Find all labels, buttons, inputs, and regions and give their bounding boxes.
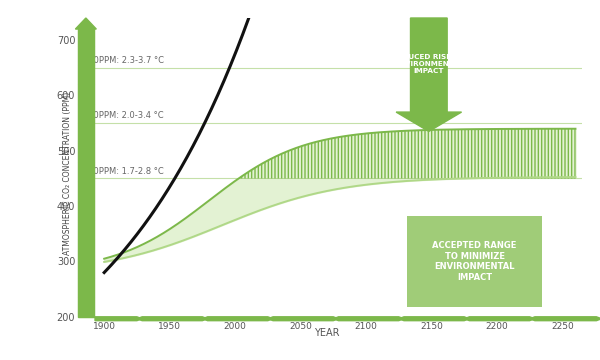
Polygon shape <box>78 29 94 46</box>
Text: 1900: 1900 <box>92 322 116 331</box>
Text: 650PPM: 2.3-3.7 °C: 650PPM: 2.3-3.7 °C <box>83 56 164 65</box>
Text: ATMOSPHERIC CO₂ CONCENTRATION (PPM): ATMOSPHERIC CO₂ CONCENTRATION (PPM) <box>63 91 72 255</box>
Text: 2150: 2150 <box>420 322 443 331</box>
Polygon shape <box>78 104 94 123</box>
Polygon shape <box>78 84 94 104</box>
Polygon shape <box>268 317 338 321</box>
Polygon shape <box>78 201 94 220</box>
Text: 450PPM: 1.7-2.8 °C: 450PPM: 1.7-2.8 °C <box>83 167 164 176</box>
Polygon shape <box>78 65 94 84</box>
Polygon shape <box>396 18 461 131</box>
Text: 2050: 2050 <box>289 322 312 331</box>
Polygon shape <box>78 239 94 259</box>
Polygon shape <box>78 181 94 201</box>
Polygon shape <box>399 317 469 321</box>
Text: 2000: 2000 <box>224 322 247 331</box>
Text: 1950: 1950 <box>158 322 181 331</box>
Text: REDUCED RISK OF
ENVIRONMENTAL
IMPACT: REDUCED RISK OF ENVIRONMENTAL IMPACT <box>392 54 466 74</box>
Polygon shape <box>78 123 94 143</box>
Text: 2200: 2200 <box>485 322 508 331</box>
Polygon shape <box>78 46 94 65</box>
Polygon shape <box>78 297 94 317</box>
Polygon shape <box>333 317 404 321</box>
Polygon shape <box>137 317 208 321</box>
Text: 2250: 2250 <box>551 322 574 331</box>
Polygon shape <box>464 317 535 321</box>
Text: 2100: 2100 <box>355 322 377 331</box>
Text: ACCEPTED RANGE
TO MINIMIZE
ENVIRONMENTAL
IMPACT: ACCEPTED RANGE TO MINIMIZE ENVIRONMENTAL… <box>433 241 517 282</box>
Polygon shape <box>78 278 94 297</box>
Polygon shape <box>78 259 94 278</box>
Polygon shape <box>78 143 94 162</box>
Text: YEAR: YEAR <box>314 328 340 338</box>
Text: 550PPM: 2.0-3.4 °C: 550PPM: 2.0-3.4 °C <box>83 111 164 120</box>
Polygon shape <box>95 317 142 321</box>
Polygon shape <box>202 317 273 321</box>
Polygon shape <box>530 317 600 321</box>
Polygon shape <box>76 18 97 29</box>
Polygon shape <box>78 29 94 317</box>
Polygon shape <box>78 162 94 181</box>
Polygon shape <box>78 220 94 239</box>
